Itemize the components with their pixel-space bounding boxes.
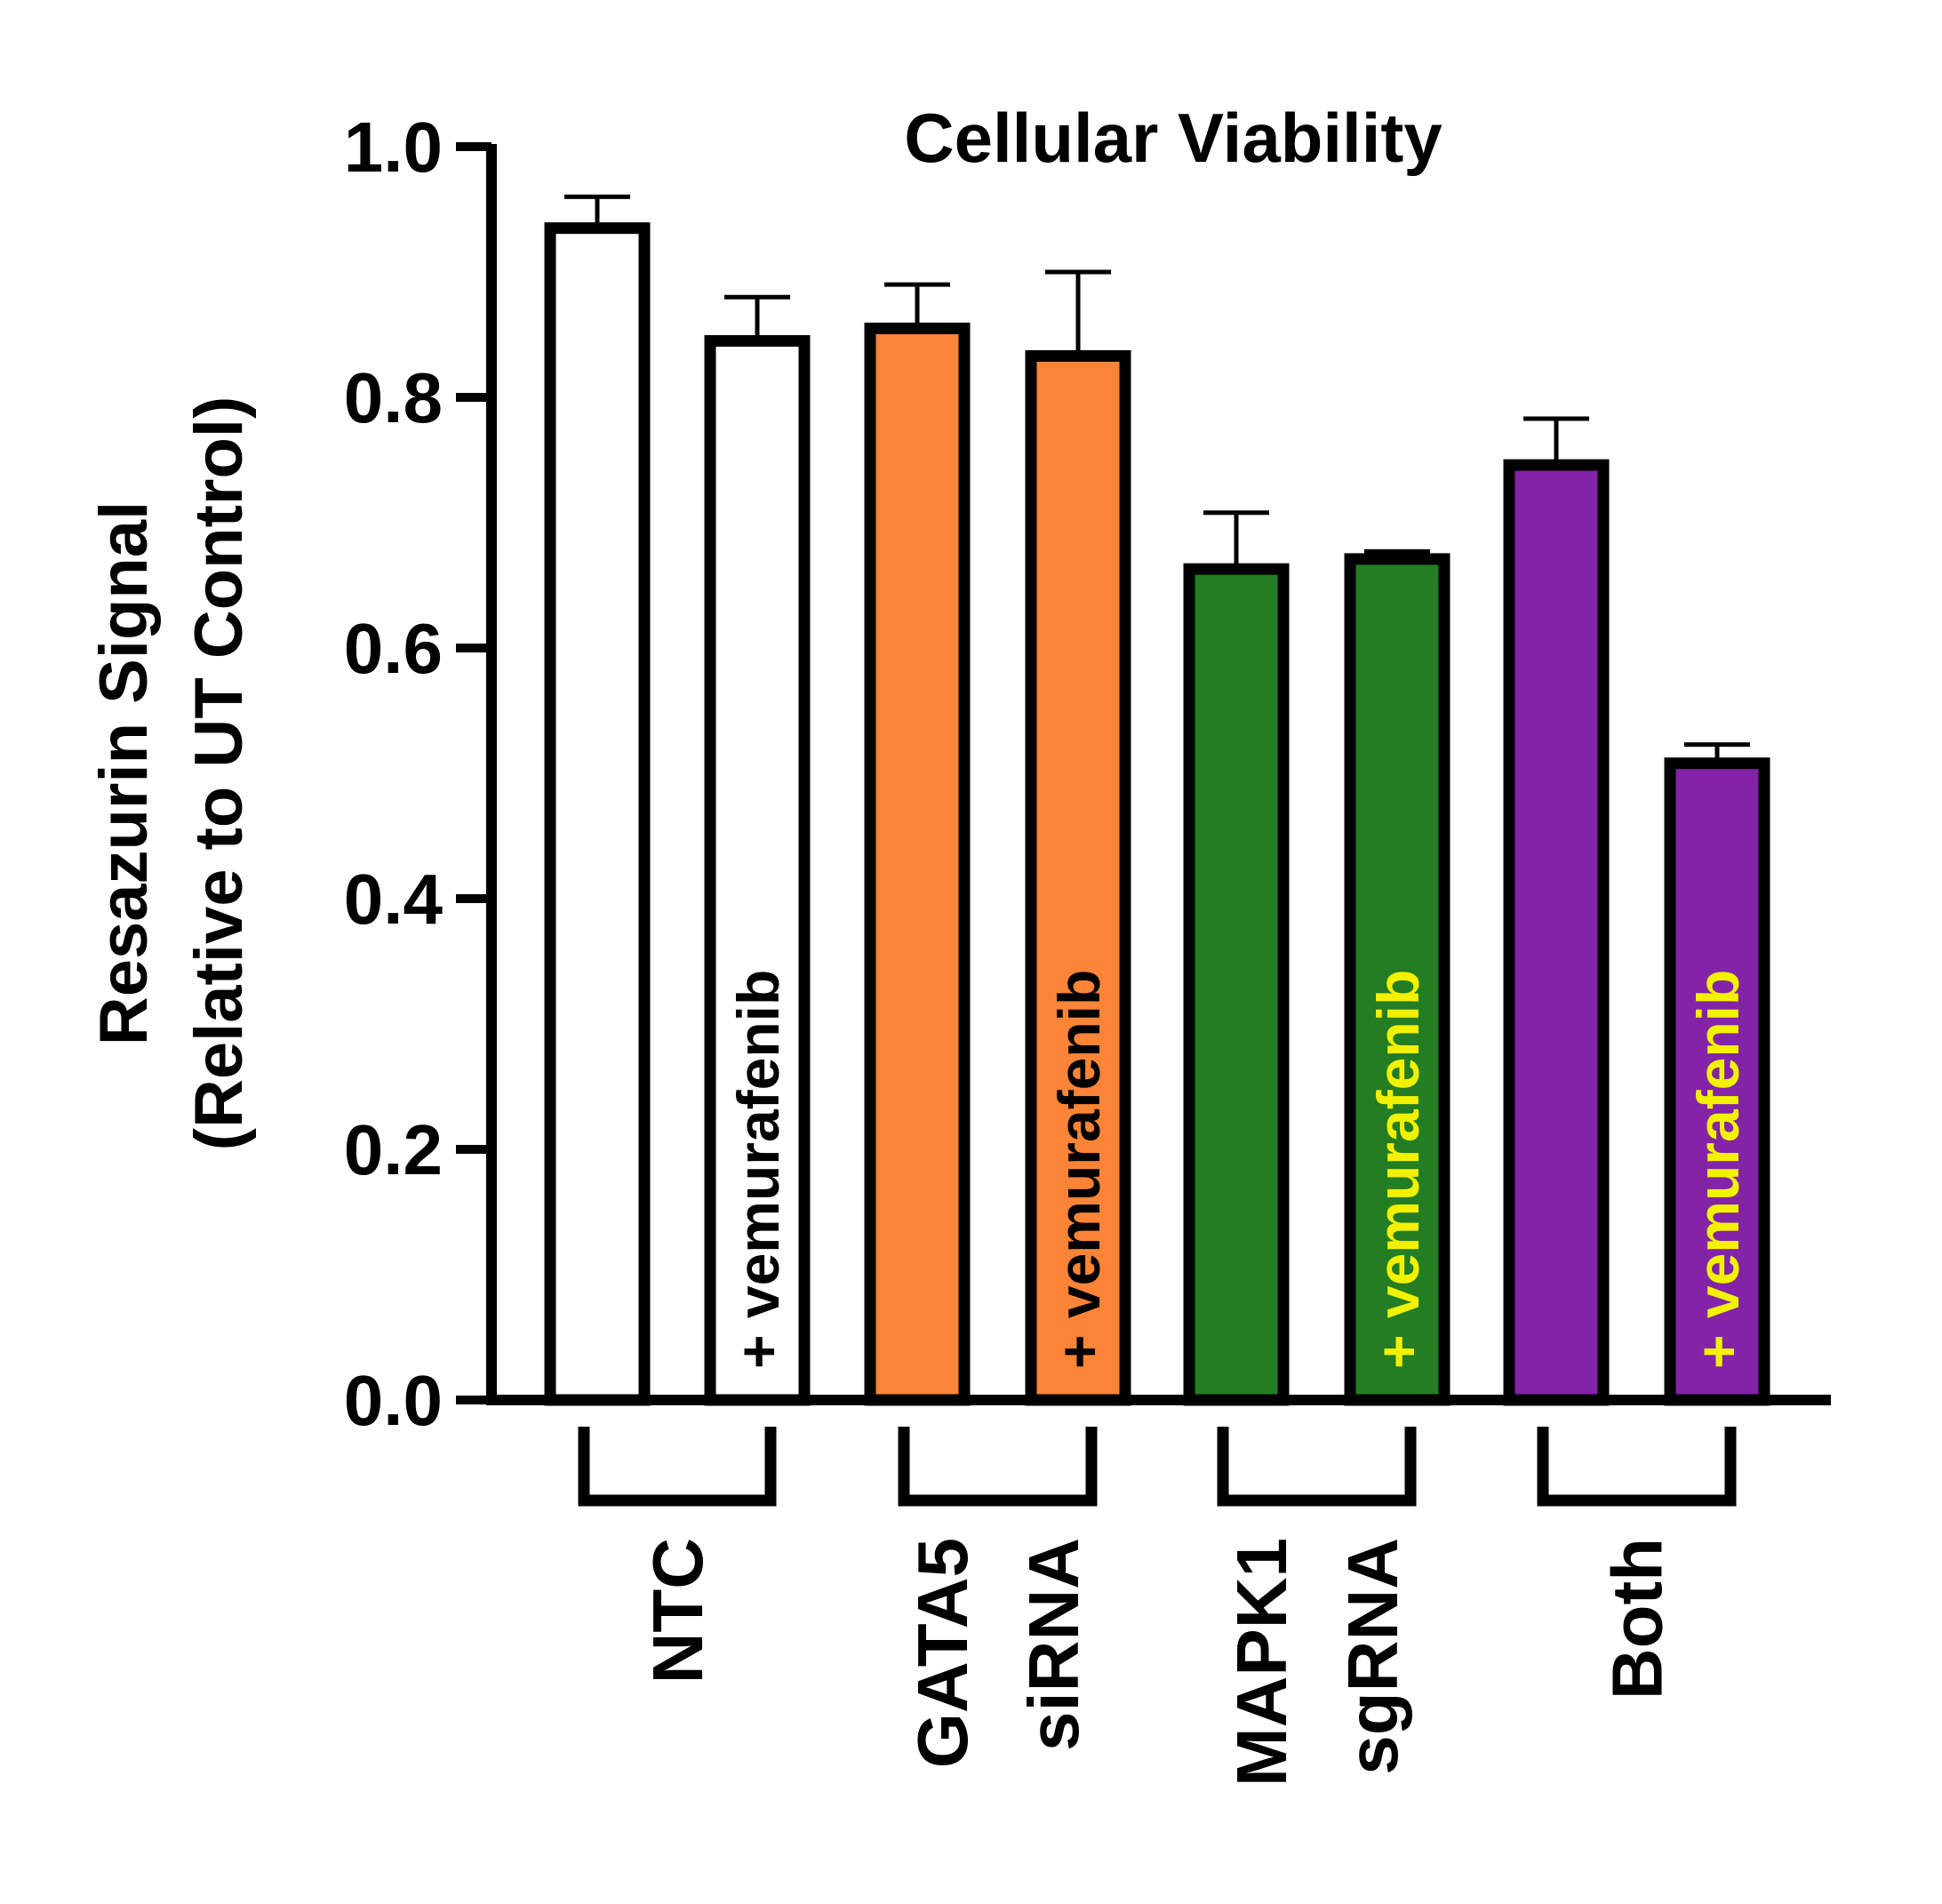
bar-label: + vemurafenib xyxy=(1685,970,1751,1369)
bar xyxy=(704,335,811,1406)
bar-label: + vemurafenib xyxy=(1365,970,1431,1369)
chart-title: Cellular Viability xyxy=(904,99,1442,177)
bar xyxy=(1503,459,1610,1406)
y-tick-label: 0.2 xyxy=(344,1110,443,1189)
bar-label: + vemurafenib xyxy=(1046,970,1112,1369)
y-tick-label: 1.0 xyxy=(344,108,443,187)
group-label-line: sgRNA xyxy=(1333,1538,1412,1775)
group-labels: NTC GATA5 siRNA MAPK1 sgRNA Both xyxy=(578,1427,1737,1787)
bars: + vemurafenib + vemurafenib + vemurafenib +… xyxy=(544,194,1770,1406)
y-tick-label: 0.6 xyxy=(344,609,443,688)
y-tick-label: 0.8 xyxy=(344,358,443,437)
bar-label: + vemurafenib xyxy=(725,970,791,1369)
bar xyxy=(1664,757,1770,1406)
y-axis-label: Resazurin Signal (Relative to UT Control) xyxy=(86,396,257,1151)
y-axis-label-line: (Relative to UT Control) xyxy=(181,396,257,1151)
bar xyxy=(1183,563,1290,1406)
group-bracket xyxy=(578,1427,777,1507)
bar xyxy=(1344,553,1451,1406)
bar xyxy=(544,222,651,1406)
group-label-line: GATA5 xyxy=(903,1538,982,1768)
bar xyxy=(864,322,971,1406)
group-bracket xyxy=(1537,1427,1737,1507)
bar xyxy=(1025,349,1131,1406)
group-bracket xyxy=(898,1427,1098,1507)
group-label-line: siRNA xyxy=(1014,1538,1093,1751)
group-label-line: NTC xyxy=(638,1538,717,1684)
y-axis-label-line: Resazurin Signal xyxy=(86,501,162,1045)
group-label-line: Both xyxy=(1598,1538,1677,1700)
y-tick-label: 0.0 xyxy=(344,1361,443,1440)
y-tick-label: 0.4 xyxy=(344,860,444,939)
group-label-line: MAPK1 xyxy=(1222,1538,1301,1787)
group-bracket xyxy=(1217,1427,1417,1507)
